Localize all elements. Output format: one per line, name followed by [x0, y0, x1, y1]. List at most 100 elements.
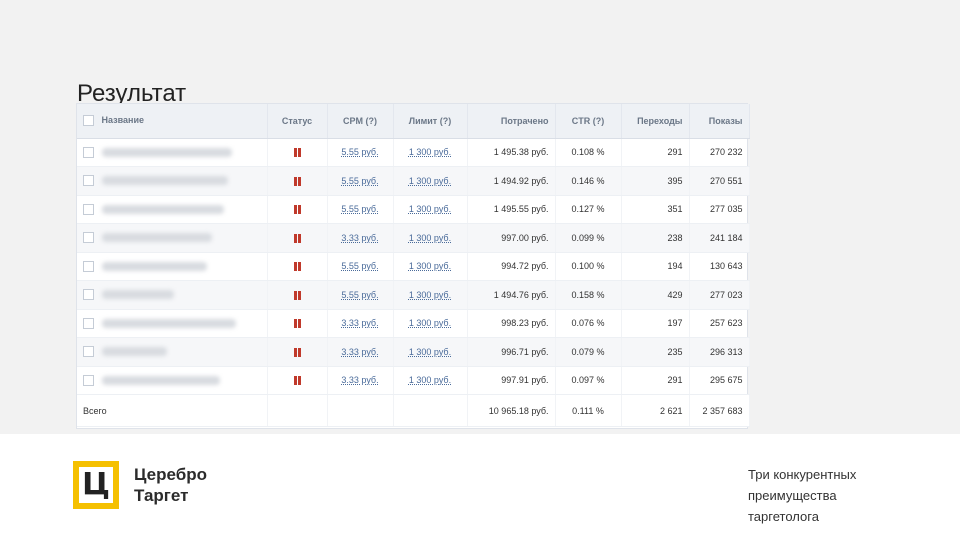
row-checkbox[interactable] — [83, 346, 94, 358]
status-cell[interactable] — [267, 195, 328, 224]
row-name-cell[interactable] — [77, 280, 268, 310]
limit-cell[interactable]: 1 300 руб. — [393, 366, 468, 395]
limit-cell[interactable]: 1 300 руб. — [393, 223, 468, 253]
pause-icon[interactable] — [293, 290, 301, 300]
pause-icon[interactable] — [293, 233, 301, 243]
col-spent[interactable]: Потрачено — [467, 104, 556, 139]
ctr-cell: 0.076 % — [555, 309, 622, 338]
status-cell[interactable] — [267, 223, 328, 253]
pause-icon[interactable] — [293, 262, 301, 272]
total-spent: 10 965.18 руб. — [467, 394, 556, 427]
row-checkbox[interactable] — [83, 317, 94, 329]
row-checkbox[interactable] — [83, 203, 94, 215]
clicks-cell: 429 — [621, 280, 690, 310]
row-name-cell[interactable] — [77, 337, 268, 367]
redacted-name — [101, 261, 207, 271]
views-cell: 270 551 — [689, 166, 750, 196]
row-name-cell[interactable] — [77, 195, 268, 224]
ctr-cell: 0.079 % — [555, 337, 622, 367]
col-name[interactable]: Название — [77, 104, 268, 139]
status-cell[interactable] — [267, 138, 328, 167]
table-row[interactable]: 3.33 руб. 1 300 руб. 997.91 руб. 0.097 % 291… — [77, 366, 750, 395]
pause-icon[interactable] — [293, 376, 301, 386]
row-name-cell[interactable] — [77, 166, 268, 196]
col-views[interactable]: Показы — [689, 104, 750, 139]
row-name-cell[interactable] — [77, 252, 268, 281]
cpm-cell[interactable]: 3.33 руб. — [327, 337, 394, 367]
redacted-name — [101, 347, 167, 357]
total-views: 2 357 683 — [689, 394, 750, 427]
limit-cell[interactable]: 1 300 руб. — [393, 138, 468, 167]
table-row[interactable]: 3.33 руб. 1 300 руб. 998.23 руб. 0.076 % 197… — [77, 309, 750, 338]
select-all-checkbox[interactable] — [83, 115, 94, 127]
clicks-cell: 291 — [621, 366, 690, 395]
row-checkbox[interactable] — [83, 289, 94, 301]
row-name-cell[interactable] — [77, 223, 268, 253]
tagline: Три конкурентных преимущества таргетолог… — [748, 467, 857, 524]
pause-icon[interactable] — [293, 148, 301, 158]
clicks-cell: 291 — [621, 138, 690, 167]
table-row[interactable]: 5.55 руб. 1 300 руб. 1 495.55 руб. 0.127 % 3… — [77, 195, 750, 224]
cpm-cell[interactable]: 5.55 руб. — [327, 252, 394, 281]
redacted-name — [101, 375, 220, 385]
row-checkbox[interactable] — [83, 232, 94, 244]
status-cell[interactable] — [267, 309, 328, 338]
status-cell[interactable] — [267, 280, 328, 310]
spent-cell: 997.00 руб. — [467, 223, 556, 253]
cpm-cell[interactable]: 3.33 руб. — [327, 366, 394, 395]
limit-cell[interactable]: 1 300 руб. — [393, 280, 468, 310]
total-label: Всего — [77, 394, 268, 427]
limit-cell[interactable]: 1 300 руб. — [393, 337, 468, 367]
table-row[interactable]: 5.55 руб. 1 300 руб. 1 494.92 руб. 0.146 % 3… — [77, 166, 750, 196]
col-ctr[interactable]: CTR (?) — [555, 104, 622, 139]
limit-cell[interactable]: 1 300 руб. — [393, 309, 468, 338]
ctr-cell: 0.146 % — [555, 166, 622, 196]
redacted-name — [101, 176, 228, 186]
table-row[interactable]: 5.55 руб. 1 300 руб. 1 495.38 руб. 0.108 % 2… — [77, 138, 750, 167]
col-clicks[interactable]: Переходы — [621, 104, 690, 139]
pause-icon[interactable] — [293, 176, 301, 186]
row-name-cell[interactable] — [77, 138, 268, 167]
row-name-cell[interactable] — [77, 366, 268, 395]
spent-cell: 998.23 руб. — [467, 309, 556, 338]
pause-icon[interactable] — [293, 205, 301, 215]
table-row[interactable]: 5.55 руб. 1 300 руб. 1 494.76 руб. 0.158 % 4… — [77, 280, 750, 310]
col-cpm[interactable]: CPM (?) — [327, 104, 394, 139]
col-limit[interactable]: Лимит (?) — [393, 104, 468, 139]
cpm-cell[interactable]: 5.55 руб. — [327, 138, 394, 167]
status-cell[interactable] — [267, 252, 328, 281]
row-checkbox[interactable] — [83, 260, 94, 272]
limit-cell[interactable]: 1 300 руб. — [393, 252, 468, 281]
table-row[interactable]: 3.33 руб. 1 300 руб. 996.71 руб. 0.079 % 235… — [77, 337, 750, 367]
redacted-name — [101, 147, 232, 157]
status-cell[interactable] — [267, 166, 328, 196]
clicks-cell: 238 — [621, 223, 690, 253]
cpm-cell[interactable]: 3.33 руб. — [327, 223, 394, 253]
status-cell[interactable] — [267, 366, 328, 395]
views-cell: 241 184 — [689, 223, 750, 253]
clicks-cell: 197 — [621, 309, 690, 338]
pause-icon[interactable] — [293, 319, 301, 329]
total-row: Всего 10 965.18 руб. 0.111 % 2 621 2 357… — [77, 394, 750, 427]
col-status[interactable]: Статус — [267, 104, 328, 139]
clicks-cell: 395 — [621, 166, 690, 196]
cpm-cell[interactable]: 5.55 руб. — [327, 280, 394, 310]
cpm-cell[interactable]: 5.55 руб. — [327, 166, 394, 196]
limit-cell[interactable]: 1 300 руб. — [393, 166, 468, 196]
pause-icon[interactable] — [293, 347, 301, 357]
status-cell[interactable] — [267, 337, 328, 367]
redacted-name — [101, 233, 212, 243]
slide-title: Результат — [77, 80, 187, 107]
cpm-cell[interactable]: 3.33 руб. — [327, 309, 394, 338]
row-checkbox[interactable] — [83, 175, 94, 187]
row-checkbox[interactable] — [83, 146, 94, 158]
row-checkbox[interactable] — [83, 374, 94, 386]
redacted-name — [101, 290, 174, 300]
row-name-cell[interactable] — [77, 309, 268, 338]
limit-cell[interactable]: 1 300 руб. — [393, 195, 468, 224]
brand-name: Церебро Таргет — [134, 465, 207, 505]
spent-cell: 1 495.38 руб. — [467, 138, 556, 167]
cpm-cell[interactable]: 5.55 руб. — [327, 195, 394, 224]
table-row[interactable]: 3.33 руб. 1 300 руб. 997.00 руб. 0.099 % 238… — [77, 223, 750, 253]
table-row[interactable]: 5.55 руб. 1 300 руб. 994.72 руб. 0.100 % 194… — [77, 252, 750, 281]
